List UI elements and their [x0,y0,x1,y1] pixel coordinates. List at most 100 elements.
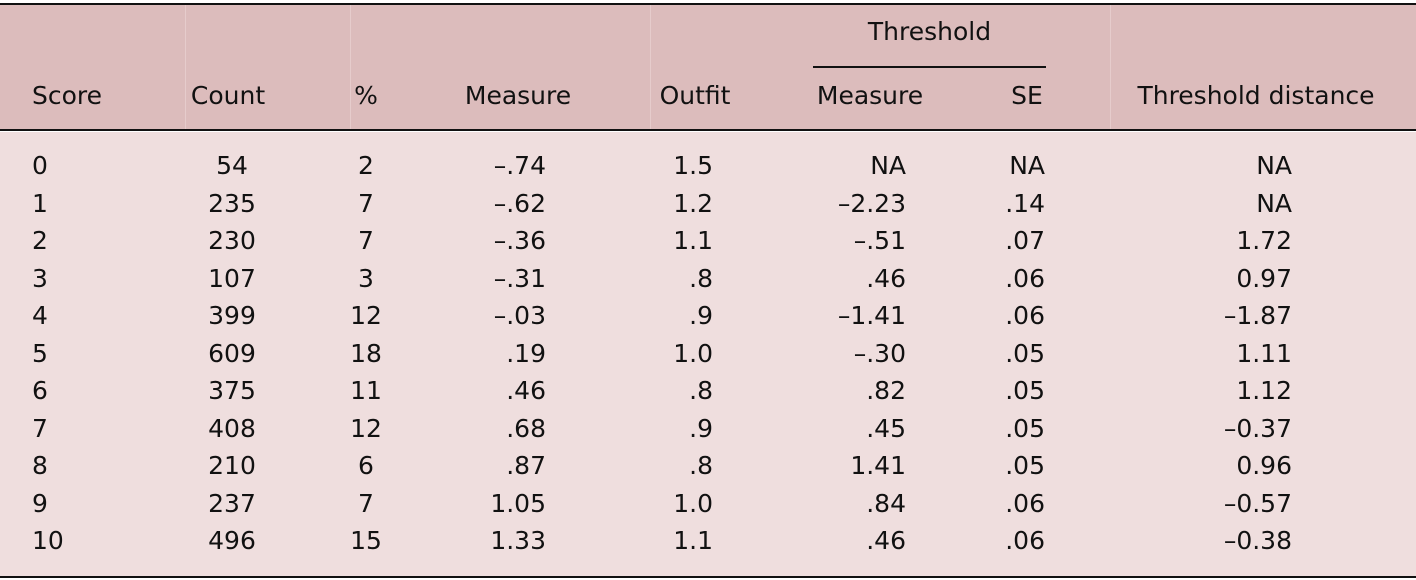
table-cell: 0.97 [1236,263,1292,293]
table-cell: NA [1256,188,1292,218]
table-cell: 54 [216,151,248,180]
table-cell: 1.0 [673,488,713,518]
table-cell: 230 [208,226,256,255]
table-cell: –.74 [493,151,546,180]
table-cell: –1.41 [837,301,906,330]
table-cell: –1.87 [1223,301,1292,330]
table-cell: –0.38 [1223,526,1292,555]
table-cell: 408 [208,413,256,443]
table-cell: .07 [1005,226,1045,255]
table-cell: .06 [1005,526,1045,555]
table-cell: 7 [358,488,374,518]
table-cell: 10 [32,526,64,555]
table-cell: NA [1256,151,1292,180]
table-cell: .05 [1005,451,1045,480]
table-cell: –.62 [493,188,546,218]
header-rule [0,129,1416,131]
table-cell: .82 [866,376,906,405]
table-cell: 1 [32,188,48,218]
table-cell: –.30 [853,338,906,368]
table-cell: .9 [689,413,713,443]
table-cell: 11 [350,376,382,405]
header-background [0,4,1416,130]
header-separator [650,4,651,130]
table-cell: 6 [358,451,374,480]
table-cell: 1.12 [1236,376,1292,405]
table-cell: 4 [32,301,48,330]
table-cell: 1.5 [673,151,713,180]
table-cell: .05 [1005,338,1045,368]
column-header: SE [1011,81,1043,110]
header-separator [1110,4,1111,130]
group-rule [813,66,1046,68]
table-cell: –.03 [493,301,546,330]
table-cell: .84 [866,488,906,518]
group-header: Threshold [867,17,992,46]
table-cell: 496 [208,526,256,555]
table-cell: 18 [350,338,382,368]
table-cell: 1.0 [673,338,713,368]
table-cell: 7 [358,226,374,255]
table-cell: 375 [208,376,256,405]
table-cell: .06 [1005,488,1045,518]
header-separator [185,4,186,130]
table-cell: –.36 [493,226,546,255]
table-cell: 210 [208,451,256,480]
column-header: Score [32,81,103,110]
table-cell: 2 [358,151,374,180]
table-cell: –.51 [853,226,906,255]
column-header: Measure [816,81,924,110]
table-cell: 0 [32,151,48,180]
table-cell: .05 [1005,376,1045,405]
table-cell: 15 [350,526,382,555]
column-header: Threshold distance [1137,81,1375,110]
table-cell: –2.23 [837,188,906,218]
table-cell: .8 [689,263,713,293]
table-cell: 1.33 [490,526,546,555]
table-cell: 12 [350,413,382,443]
table-cell: .45 [866,413,906,443]
table-cell: 1.1 [673,226,713,255]
column-header: Outfit [659,81,731,110]
table-cell: .68 [506,413,546,443]
table-cell: .46 [866,526,906,555]
table-cell: .14 [1005,188,1045,218]
table-cell: –0.37 [1223,413,1292,443]
table-cell: .9 [689,301,713,330]
table-cell: .8 [689,451,713,480]
column-header: % [354,81,378,110]
table-cell: NA [1009,151,1045,180]
table-cell: 107 [208,263,256,293]
table-cell: 5 [32,338,48,368]
table-cell: 1.2 [673,188,713,218]
table-cell: .46 [506,376,546,405]
table-cell: 3 [32,263,48,293]
table-cell: 0.96 [1236,451,1292,480]
table-cell: 1.05 [490,488,546,518]
table-cell: –0.57 [1223,488,1292,518]
column-header: Count [190,81,266,110]
top-rule [0,3,1416,5]
header-separator [350,4,351,130]
table-cell: 12 [350,301,382,330]
table-cell: 1.1 [673,526,713,555]
table-cell: –.31 [493,263,546,293]
body-background [0,132,1416,576]
table-cell: 609 [208,338,256,368]
table-cell: 7 [358,188,374,218]
table-cell: .19 [506,338,546,368]
table-cell: 1.41 [850,451,906,480]
table-cell: NA [870,151,906,180]
table-cell: 1.72 [1236,226,1292,255]
bottom-rule [0,576,1416,578]
table-cell: 1.11 [1236,338,1292,368]
column-header: Measure [464,81,572,110]
table-cell: .05 [1005,413,1045,443]
table-cell: .46 [866,263,906,293]
table-cell: 6 [32,376,48,405]
table-cell: 8 [32,451,48,480]
table-cell: 2 [32,226,48,255]
table-cell: 399 [208,301,256,330]
table-cell: 237 [208,488,256,518]
